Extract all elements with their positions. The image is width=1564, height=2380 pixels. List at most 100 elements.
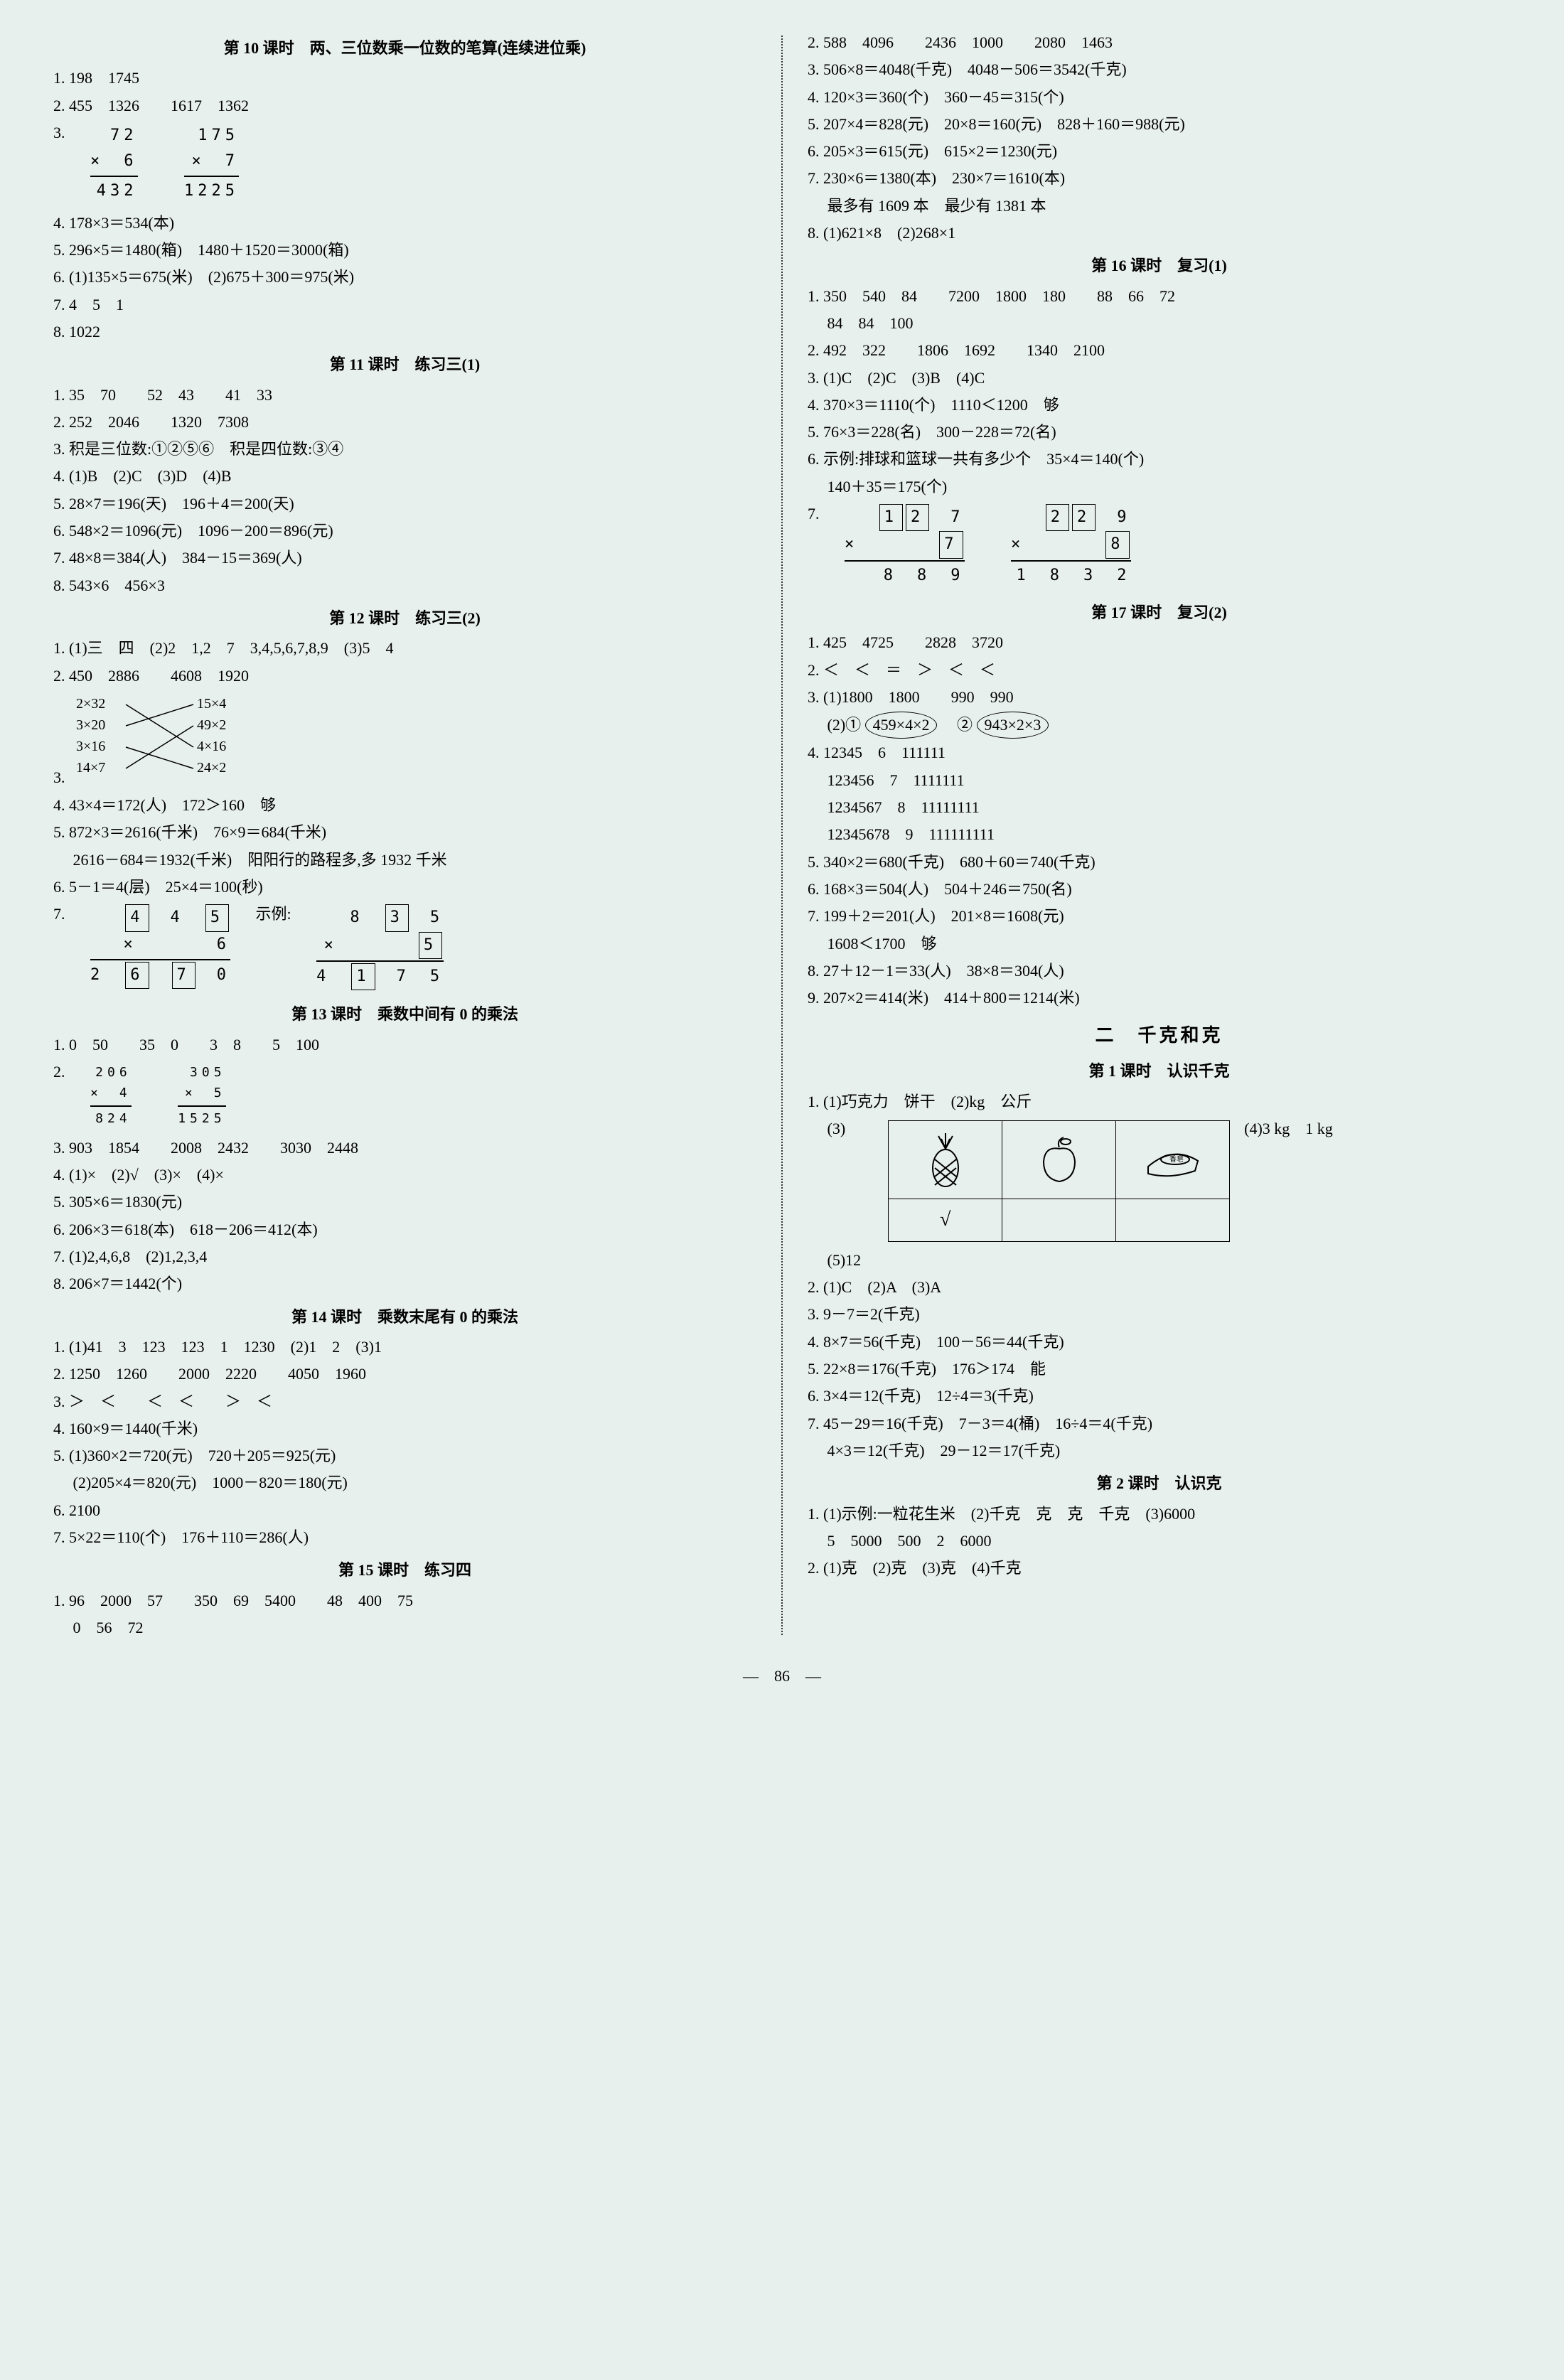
page-columns: 第 10 课时 两、三位数乘一位数的笔算(连续进位乘) 1. 198 1745 …	[43, 28, 1521, 1642]
s16-l4: 4. 370×3＝1110(个) 1110＜1200 够	[808, 392, 1511, 418]
s2b-title: 第 2 课时 认识克	[808, 1471, 1511, 1496]
r1: 22 9	[1011, 504, 1131, 531]
pre: ×	[845, 535, 938, 553]
s11-l2: 2. 252 2046 1320 7308	[53, 409, 756, 435]
u2-2: 2. (1)C (2)A (3)A	[808, 1275, 1511, 1300]
vc-r3: 1225	[184, 176, 239, 204]
cont-l7b: 最多有 1609 本 最少有 1381 本	[808, 193, 1511, 219]
left-column: 第 10 课时 两、三位数乘一位数的笔算(连续进位乘) 1. 198 1745 …	[43, 28, 767, 1642]
s13-l3: 3. 903 1854 2008 2432 3030 2448	[53, 1135, 756, 1161]
page-number-value: 86	[774, 1667, 790, 1685]
s11-l4: 4. (1)B (2)C (3)D (4)B	[53, 463, 756, 489]
cross-svg: 2×32 3×20 3×16 14×7 15×4 49×2 4×16 24×2	[69, 690, 254, 783]
s17-l8: 8. 27＋12－1＝33(人) 38×8＝304(人)	[808, 958, 1511, 984]
r1: 4 4 5	[90, 904, 230, 931]
r2: × 8	[1011, 531, 1131, 558]
vcalc-445x6: 4 4 5 × 6 2 6 7 0	[90, 904, 230, 989]
cont-l6: 6. 205×3＝615(元) 615×2＝1230(元)	[808, 139, 1511, 164]
post: 9	[1097, 508, 1130, 526]
vc-r1: 72	[90, 123, 138, 149]
pineapple-icon	[924, 1131, 967, 1188]
checkmark-icon: √	[940, 1208, 950, 1231]
s12-l7: 7. 4 4 5 × 6 2 6 7 0 示例: 8 3 5 × 5 4 1 7…	[53, 901, 756, 995]
page-number: — 86 —	[43, 1663, 1521, 1689]
cl1: 3×20	[76, 717, 105, 733]
s12-l3-label: 3.	[53, 768, 65, 786]
box: 3	[385, 904, 409, 931]
s12-l3: 3. 2×32 3×20 3×16 14×7 15×4 49×2 4×16 24…	[53, 690, 756, 791]
pre: ×	[1011, 535, 1104, 553]
label: 2.	[53, 1063, 65, 1081]
s16-title: 第 16 课时 复习(1)	[808, 253, 1511, 279]
s13-l2: 2. 206 × 4 824 305 × 5 1525	[53, 1059, 756, 1134]
s17-l9: 9. 207×2＝414(米) 414＋800＝1214(米)	[808, 985, 1511, 1011]
s2b-l1b: 5 5000 500 2 6000	[808, 1528, 1511, 1554]
cell-apple	[1002, 1120, 1116, 1199]
r2: × 5	[316, 932, 444, 959]
s16-l7: 7. 12 7 × 7 8 8 9 22 9 × 8 1 8 3 2	[808, 501, 1511, 593]
s12-title: 第 12 课时 练习三(2)	[53, 606, 756, 631]
s13-l7: 7. (1)2,4,6,8 (2)1,2,3,4	[53, 1244, 756, 1270]
cr2: 4×16	[197, 739, 226, 754]
pre: ×	[324, 936, 417, 954]
s10-l3-label: 3.	[53, 124, 65, 141]
vc-r3: 432	[90, 176, 138, 204]
cl3: 14×7	[76, 760, 105, 776]
s17-l4c: 1234567 8 11111111	[808, 795, 1511, 820]
s11-l3: 3. 积是三位数:①②⑤⑥ 积是四位数:③④	[53, 436, 756, 462]
s10-l2: 2. 455 1326 1617 1362	[53, 93, 756, 119]
s15-l1: 1. 96 2000 57 350 69 5400 48 400 75	[53, 1588, 756, 1614]
s14-l1: 1. (1)41 3 123 123 1 1230 (2)1 2 (3)1	[53, 1334, 756, 1360]
r3: 1 8 3 2	[1011, 560, 1131, 589]
s13-l8: 8. 206×7＝1442(个)	[53, 1271, 756, 1297]
cr0: 15×4	[197, 696, 226, 712]
s17-l5: 5. 340×2＝680(千克) 680＋60＝740(千克)	[808, 849, 1511, 875]
s17-title: 第 17 课时 复习(2)	[808, 600, 1511, 626]
box: 2	[1072, 504, 1096, 531]
vc-r1: 175	[184, 123, 239, 149]
box: 7	[172, 962, 196, 989]
s10-l4: 4. 178×3＝534(本)	[53, 210, 756, 236]
s16-l1b: 84 84 100	[808, 311, 1511, 336]
cont-l2: 2. 588 4096 2436 1000 2080 1463	[808, 30, 1511, 55]
vcalc-127x7: 12 7 × 7 8 8 9	[845, 504, 965, 589]
r2: × 6	[90, 932, 230, 958]
s14-l7: 7. 5×22＝110(个) 176＋110＝286(人)	[53, 1525, 756, 1550]
box: 5	[205, 904, 229, 931]
pre: (3)	[808, 1116, 845, 1142]
s14-l6: 6. 2100	[53, 1498, 756, 1523]
cont-l3: 3. 506×8＝4048(千克) 4048－506＝3542(千克)	[808, 57, 1511, 82]
s17-l6: 6. 168×3＝504(人) 504＋246＝750(名)	[808, 877, 1511, 902]
s17-l3: 3. (1)1800 1800 990 990	[808, 685, 1511, 710]
s17-l1: 1. 425 4725 2828 3720	[808, 630, 1511, 655]
u2-7: 7. 45－29＝16(千克) 7－3＝4(桶) 16÷4＝4(千克)	[808, 1411, 1511, 1437]
s15-title: 第 15 课时 练习四	[53, 1558, 756, 1583]
cl0: 2×32	[76, 696, 105, 712]
post: (4)3 kg 1 kg	[1244, 1116, 1333, 1142]
cont-l8: 8. (1)621×8 (2)268×1	[808, 220, 1511, 246]
cell-empty-2	[1116, 1199, 1230, 1241]
box: 1	[351, 963, 375, 990]
box: 7	[939, 531, 963, 558]
example-label: 示例:	[256, 905, 291, 923]
s12-l5b: 2616－684＝1932(千米) 阳阳行的路程多,多 1932 千米	[53, 847, 756, 873]
s12-l1: 1. (1)三 四 (2)2 1,2 7 3,4,5,6,7,8,9 (3)5 …	[53, 636, 756, 661]
s2b-l2: 2. (1)克 (2)克 (3)克 (4)千克	[808, 1555, 1511, 1581]
cell-pineapple	[889, 1120, 1002, 1199]
s13-title: 第 13 课时 乘数中间有 0 的乘法	[53, 1002, 756, 1027]
s16-l2: 2. 492 322 1806 1692 1340 2100	[808, 338, 1511, 363]
u2-l5: (5)12	[808, 1248, 1511, 1273]
s14-l5: 5. (1)360×2＝720(元) 720＋205＝925(元)	[53, 1443, 756, 1469]
weight-table: 香皂 √	[888, 1120, 1230, 1242]
r2: × 7	[845, 531, 965, 558]
r1: 12 7	[845, 504, 965, 531]
post: 7 5	[377, 967, 444, 985]
cr1: 49×2	[197, 717, 226, 733]
u2-4: 4. 8×7＝56(千克) 100－56＝44(千克)	[808, 1329, 1511, 1355]
soap-icon: 香皂	[1141, 1142, 1205, 1177]
u2-5: 5. 22×8＝176(千克) 176＞174 能	[808, 1356, 1511, 1382]
box: 2	[1046, 504, 1069, 531]
s13-l4: 4. (1)× (2)√ (3)× (4)×	[53, 1162, 756, 1188]
s14-l5b: (2)205×4＝820(元) 1000－820＝180(元)	[53, 1470, 756, 1496]
r3: 2 6 7 0	[90, 959, 230, 989]
